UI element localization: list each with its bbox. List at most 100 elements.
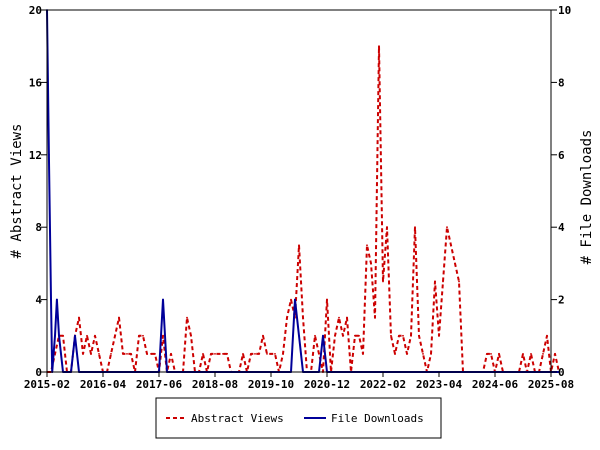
data-point-abstract-views [418,334,420,337]
data-point-abstract-views [130,353,132,355]
data-point-abstract-views [210,353,212,355]
x-tick-label: 2023-04 [416,378,463,391]
data-point-abstract-views [110,353,112,355]
data-point-abstract-views [222,353,224,355]
data-point-abstract-views [126,353,128,355]
data-point-abstract-views [378,45,380,48]
data-point-abstract-views [94,334,96,337]
data-point-abstract-views [186,316,188,319]
data-point-abstract-views [486,353,488,355]
data-point-abstract-views [226,353,228,355]
y-left-tick-label: 4 [35,294,42,307]
data-point-abstract-views [382,280,384,283]
data-point-abstract-views [154,353,156,355]
data-point-abstract-views [454,262,456,265]
x-tick-label: 2025-08 [528,378,574,391]
data-point-abstract-views [82,353,84,355]
data-point-abstract-views [98,353,100,355]
data-point-abstract-views [142,334,144,337]
x-tick-label: 2024-06 [472,378,519,391]
data-point-abstract-views [138,334,140,337]
data-point-abstract-views [410,334,412,337]
data-point-file-downloads [54,334,56,337]
data-point-abstract-views [530,353,532,355]
data-point-abstract-views [266,353,268,355]
data-point-abstract-views [338,316,340,319]
y-right-tick-label: 8 [558,76,565,89]
data-point-abstract-views [450,244,452,247]
data-point-abstract-views [274,353,276,355]
data-point-abstract-views [546,334,548,337]
data-point-abstract-views [438,334,440,337]
x-tick-label: 2020-12 [304,378,350,391]
x-tick-label: 2022-02 [360,378,406,391]
y-left-tick-label: 12 [29,149,42,162]
data-point-abstract-views [146,353,148,355]
y-axis-right-title: # File Downloads [579,130,595,265]
data-point-abstract-views [430,353,432,355]
data-point-file-downloads [50,298,52,301]
data-point-abstract-views [354,334,356,337]
data-point-abstract-views [358,334,360,337]
data-point-abstract-views [86,334,88,337]
data-point-abstract-views [302,316,304,319]
plot-frame [46,9,552,373]
data-point-abstract-views [254,353,256,355]
data-point-abstract-views [362,353,364,355]
data-point-abstract-views [290,298,292,301]
y-left-tick-label: 20 [29,4,42,17]
data-point-abstract-views [118,316,120,319]
x-tick-label: 2017-06 [136,378,183,391]
data-point-abstract-views [286,316,288,319]
data-point-abstract-views [414,226,416,229]
data-point-abstract-views [402,334,404,337]
data-point-file-downloads [558,371,560,373]
data-point-abstract-views [498,353,500,355]
data-point-abstract-views [446,226,448,229]
data-point-file-downloads [48,153,50,156]
data-point-file-downloads [58,334,60,337]
data-point-abstract-views [406,353,408,355]
data-point-abstract-views [150,353,152,355]
axes: 0 4 8 12 16 20 0 2 4 6 8 10 2015-02 2016-04 2017-06 201… [24,4,574,391]
data-point-abstract-views [386,226,388,229]
x-tick-label: 2019-10 [248,378,294,391]
x-tick-label: 2018-08 [192,378,238,391]
data-point-abstract-views [90,353,92,355]
data-point-file-downloads [298,334,300,337]
legend-box [155,397,442,439]
data-point-abstract-views [314,334,316,337]
data-point-file-downloads [74,334,76,337]
y-right-tick-label: 10 [558,4,571,17]
data-point-abstract-views [62,334,64,337]
data-point-abstract-views [258,353,260,355]
y-axis-left-title: # Abstract Views [9,124,25,259]
data-point-abstract-views [554,353,556,355]
data-point-abstract-views [250,353,252,355]
data-point-abstract-views [78,316,80,319]
y-right-tick-label: 6 [558,149,565,162]
legend: Abstract Views File Downloads [155,397,442,439]
data-point-abstract-views [190,334,192,337]
legend-label-file-downloads: File Downloads [331,412,424,425]
data-point-abstract-views [214,353,216,355]
data-point-abstract-views [398,334,400,337]
y-right-tick-label: 4 [558,221,565,234]
data-point-abstract-views [326,298,328,301]
data-point-abstract-views [218,353,220,355]
data-point-abstract-views [262,334,264,337]
data-point-file-downloads [322,334,324,337]
data-point-file-downloads [162,298,164,301]
data-point-abstract-views [394,353,396,355]
x-tick-label: 2015-02 [24,378,70,391]
data-point-abstract-views [346,316,348,319]
x-tick-label: 2016-04 [80,378,127,391]
data-point-abstract-views [434,280,436,283]
data-point-abstract-views [270,353,272,355]
y-left-tick-label: 8 [35,221,42,234]
data-point-file-downloads [294,298,296,301]
data-point-abstract-views [390,334,392,337]
data-point-abstract-views [366,244,368,247]
